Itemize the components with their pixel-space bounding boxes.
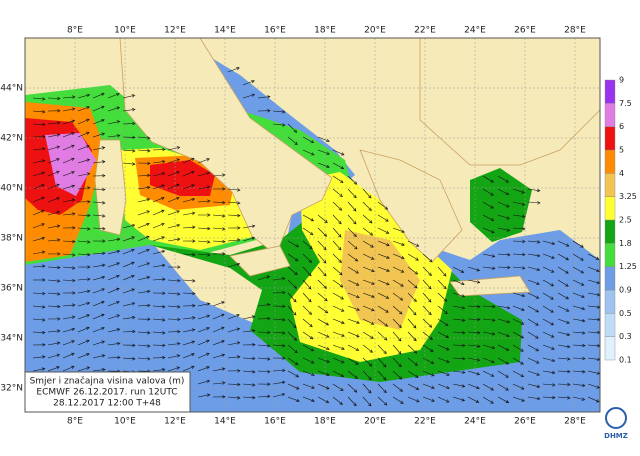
- legend-label: 7.5: [619, 99, 632, 108]
- info-line: 28.12.2017 12:00 T+48: [53, 399, 161, 409]
- legend-label: 1.8: [619, 239, 632, 248]
- lat-label: 44°N: [0, 84, 23, 94]
- logo-icon: [606, 408, 626, 428]
- legend-label: 0.3: [619, 332, 632, 341]
- lon-label: 8°E: [67, 417, 83, 427]
- legend-swatch: [605, 290, 615, 313]
- lat-label: 34°N: [0, 334, 23, 344]
- legend-swatch: [605, 173, 615, 196]
- legend-label: 6: [619, 122, 624, 131]
- legend-label: 3.25: [619, 192, 637, 201]
- legend-swatch: [605, 220, 615, 243]
- lat-label: 38°N: [0, 234, 23, 244]
- lon-label: 20°E: [364, 417, 386, 427]
- logo: DHMZ: [604, 432, 628, 440]
- lat-label: 40°N: [0, 184, 23, 194]
- legend-label: 0.1: [619, 356, 632, 365]
- lon-label: 16°E: [264, 26, 286, 36]
- legend-swatch: [605, 267, 615, 290]
- lon-label: 26°E: [514, 417, 536, 427]
- lon-label: 14°E: [214, 417, 236, 427]
- lon-label: 12°E: [164, 26, 186, 36]
- legend-swatch: [605, 197, 615, 220]
- lat-label: 32°N: [0, 384, 23, 394]
- legend-label: 0.5: [619, 309, 632, 318]
- lat-label: 36°N: [0, 284, 23, 294]
- legend-label: 1.25: [619, 262, 637, 271]
- lon-label: 14°E: [214, 26, 236, 36]
- lon-label: 10°E: [114, 26, 136, 36]
- lon-label: 28°E: [564, 417, 586, 427]
- land: [95, 140, 126, 235]
- legend-swatch: [605, 127, 615, 150]
- lon-label: 20°E: [364, 26, 386, 36]
- lon-label: 16°E: [264, 417, 286, 427]
- lat-label: 42°N: [0, 134, 23, 144]
- info-line: ECMWF 26.12.2017. run 12UTC: [36, 388, 177, 398]
- legend-label: 2.5: [619, 216, 632, 225]
- lon-label: 18°E: [314, 26, 336, 36]
- legend-label: 4: [619, 169, 624, 178]
- legend-label: 0.9: [619, 286, 632, 295]
- lon-label: 22°E: [414, 26, 436, 36]
- lon-label: 10°E: [114, 417, 136, 427]
- lon-label: 26°E: [514, 26, 536, 36]
- legend-swatch: [605, 80, 615, 103]
- lon-label: 18°E: [314, 417, 336, 427]
- lon-label: 24°E: [464, 417, 486, 427]
- legend-swatch: [605, 243, 615, 266]
- lon-label: 24°E: [464, 26, 486, 36]
- lon-label: 28°E: [564, 26, 586, 36]
- legend-swatch: [605, 103, 615, 126]
- info-line: Smjer i značajna visina valova (m): [30, 376, 185, 387]
- legend-swatch: [605, 313, 615, 336]
- lon-label: 8°E: [67, 26, 83, 36]
- legend-label: 9: [619, 76, 624, 85]
- lon-label: 12°E: [164, 417, 186, 427]
- lon-label: 22°E: [414, 417, 436, 427]
- legend-swatch: [605, 150, 615, 173]
- legend-label: 5: [619, 146, 624, 155]
- legend-swatch: [605, 337, 615, 360]
